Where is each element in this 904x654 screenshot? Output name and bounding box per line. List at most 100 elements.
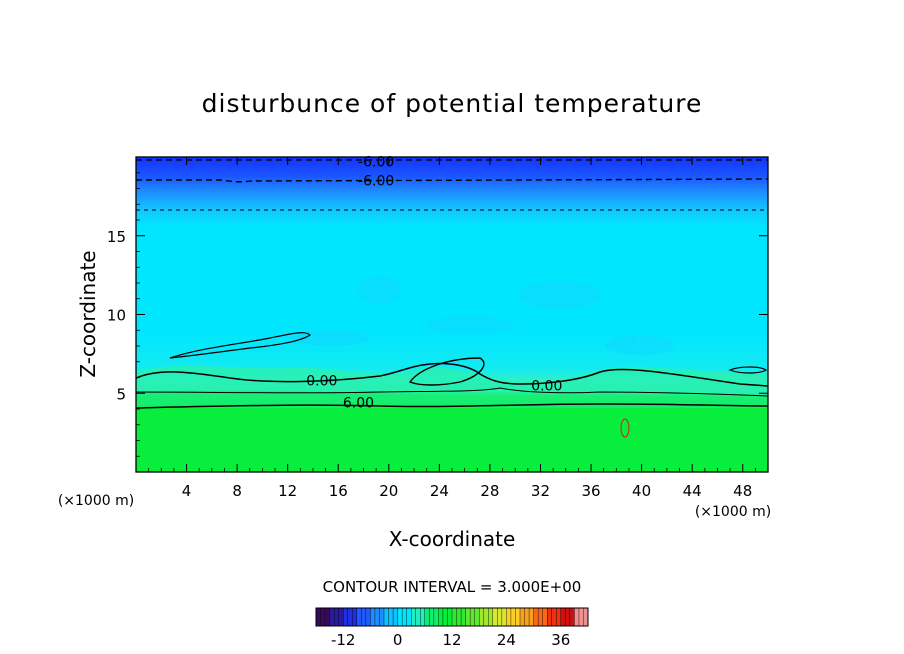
warm-band <box>136 365 768 395</box>
colorbar-cell <box>537 607 544 627</box>
x-tick-label: 32 <box>531 482 550 500</box>
contour-interval: CONTOUR INTERVAL = 3.000E+00 <box>323 578 582 596</box>
contour-zero-upper <box>169 332 311 359</box>
colorbar-cell <box>415 607 421 627</box>
contour-label: 0.00 <box>531 378 562 394</box>
colorbar-cell <box>528 607 535 627</box>
colorbar-cell <box>406 607 412 627</box>
colorbar-cell <box>392 607 399 627</box>
y-axis: 5 10 15 <box>107 172 768 457</box>
colorbar-cell <box>411 607 417 627</box>
x-tick-label: 8 <box>232 482 242 500</box>
colorbar-cell <box>365 607 371 627</box>
cool-blob <box>290 330 370 346</box>
contour-zero-lobe <box>408 357 485 386</box>
x-tick-label: 40 <box>632 482 651 500</box>
colorbar-frame <box>315 607 589 627</box>
colorbar-cell <box>388 607 394 627</box>
colorbar-cell <box>469 607 476 627</box>
colorbar-cell <box>401 607 408 627</box>
colorbar-cell <box>569 607 575 627</box>
colorbar-cell <box>315 607 322 627</box>
contour-label: 6.00 <box>343 396 374 412</box>
colorbar-cell <box>383 607 390 627</box>
colorbar-cell <box>397 607 403 627</box>
colorbar-cell <box>379 607 385 627</box>
x-tick-label: 48 <box>733 482 752 500</box>
colorbar-cell <box>501 607 507 627</box>
colorbar-tick-label: 0 <box>393 631 403 649</box>
colorbar-cell <box>338 607 344 627</box>
colorbar-cell <box>361 607 367 627</box>
x-tick-label: 16 <box>329 482 348 500</box>
colorbar-cell <box>370 607 376 627</box>
colorbar-cell <box>324 607 331 627</box>
colorbar-cell <box>374 607 380 627</box>
cool-blob <box>520 281 600 309</box>
colorbar-cell <box>542 607 548 627</box>
contour-lines <box>136 159 768 438</box>
chart-title: disturbunce of potential temperature <box>202 89 703 118</box>
y-axis-title: Z-coordinate <box>76 250 100 377</box>
colorbar-cell <box>429 607 435 627</box>
y-tick-label: 5 <box>116 385 126 403</box>
field-texture <box>290 276 675 355</box>
colorbar-cell <box>497 607 503 627</box>
colorbar-tick-label: 36 <box>551 631 570 649</box>
cool-blob <box>358 276 402 304</box>
contour-red-loop <box>620 418 630 438</box>
colorbar-cell <box>320 607 326 627</box>
colorbar-cell <box>460 607 467 627</box>
colorbar-tick-label: -12 <box>331 631 356 649</box>
contour-label: -6.00 <box>358 155 394 171</box>
colorbar-cell <box>510 607 516 627</box>
colorbar-cell <box>547 607 553 627</box>
colorbar-cell <box>492 607 498 627</box>
colorbar-cell <box>556 607 562 627</box>
colorbar-cell <box>474 607 480 627</box>
colorbar-cell <box>479 607 485 627</box>
colorbar-cell <box>451 607 458 627</box>
colorbar-tick-label: 24 <box>497 631 516 649</box>
colorbar-cell <box>352 607 358 627</box>
colorbar-cell <box>433 607 439 627</box>
x-tick-label: 28 <box>480 482 499 500</box>
colorbar-cell <box>483 607 489 627</box>
colorbar-cell <box>347 607 353 627</box>
colorbar-cell <box>574 607 580 627</box>
colorbar-cell <box>524 607 530 627</box>
contour-six <box>136 403 768 409</box>
colorbar-cell <box>329 607 335 627</box>
x-axis: 4 8 12 16 20 24 28 32 36 40 44 48 <box>148 157 756 500</box>
colorbar-cell <box>465 607 471 627</box>
colorbar-cell <box>515 607 521 627</box>
colorbar-cell <box>343 607 349 627</box>
colorbar: -12 0 12 24 36 <box>315 607 589 649</box>
contour-neg6-mid <box>136 178 768 183</box>
x-tick-label: 20 <box>379 482 398 500</box>
colorbar-cell <box>551 607 557 627</box>
colorbar-cell <box>438 607 444 627</box>
colorbar-cell <box>506 607 512 627</box>
x-unit-right: (×1000 m) <box>695 504 771 520</box>
contour-label: 0.00 <box>306 374 337 390</box>
colorbar-cell <box>488 607 494 627</box>
contour-zero-main <box>136 362 768 387</box>
colorbar-cell <box>356 607 362 627</box>
plot-area <box>136 157 768 472</box>
x-tick-label: 4 <box>182 482 192 500</box>
cool-blob <box>605 335 675 355</box>
x-tick-label: 24 <box>430 482 449 500</box>
colorbar-cell <box>560 607 566 627</box>
colorbar-cell <box>447 607 453 627</box>
x-unit-left: (×1000 m) <box>58 493 134 509</box>
x-tick-label: 36 <box>581 482 600 500</box>
colorbar-tick-label: 12 <box>442 631 461 649</box>
x-tick-label: 12 <box>278 482 297 500</box>
contour-label-layer: -6.00 -6.00 0.00 0.00 6.00 <box>306 155 562 412</box>
colorbar-cell <box>578 607 584 627</box>
contour-three <box>136 387 768 397</box>
colorbar-cell <box>565 607 571 627</box>
y-tick-label: 10 <box>107 307 126 325</box>
